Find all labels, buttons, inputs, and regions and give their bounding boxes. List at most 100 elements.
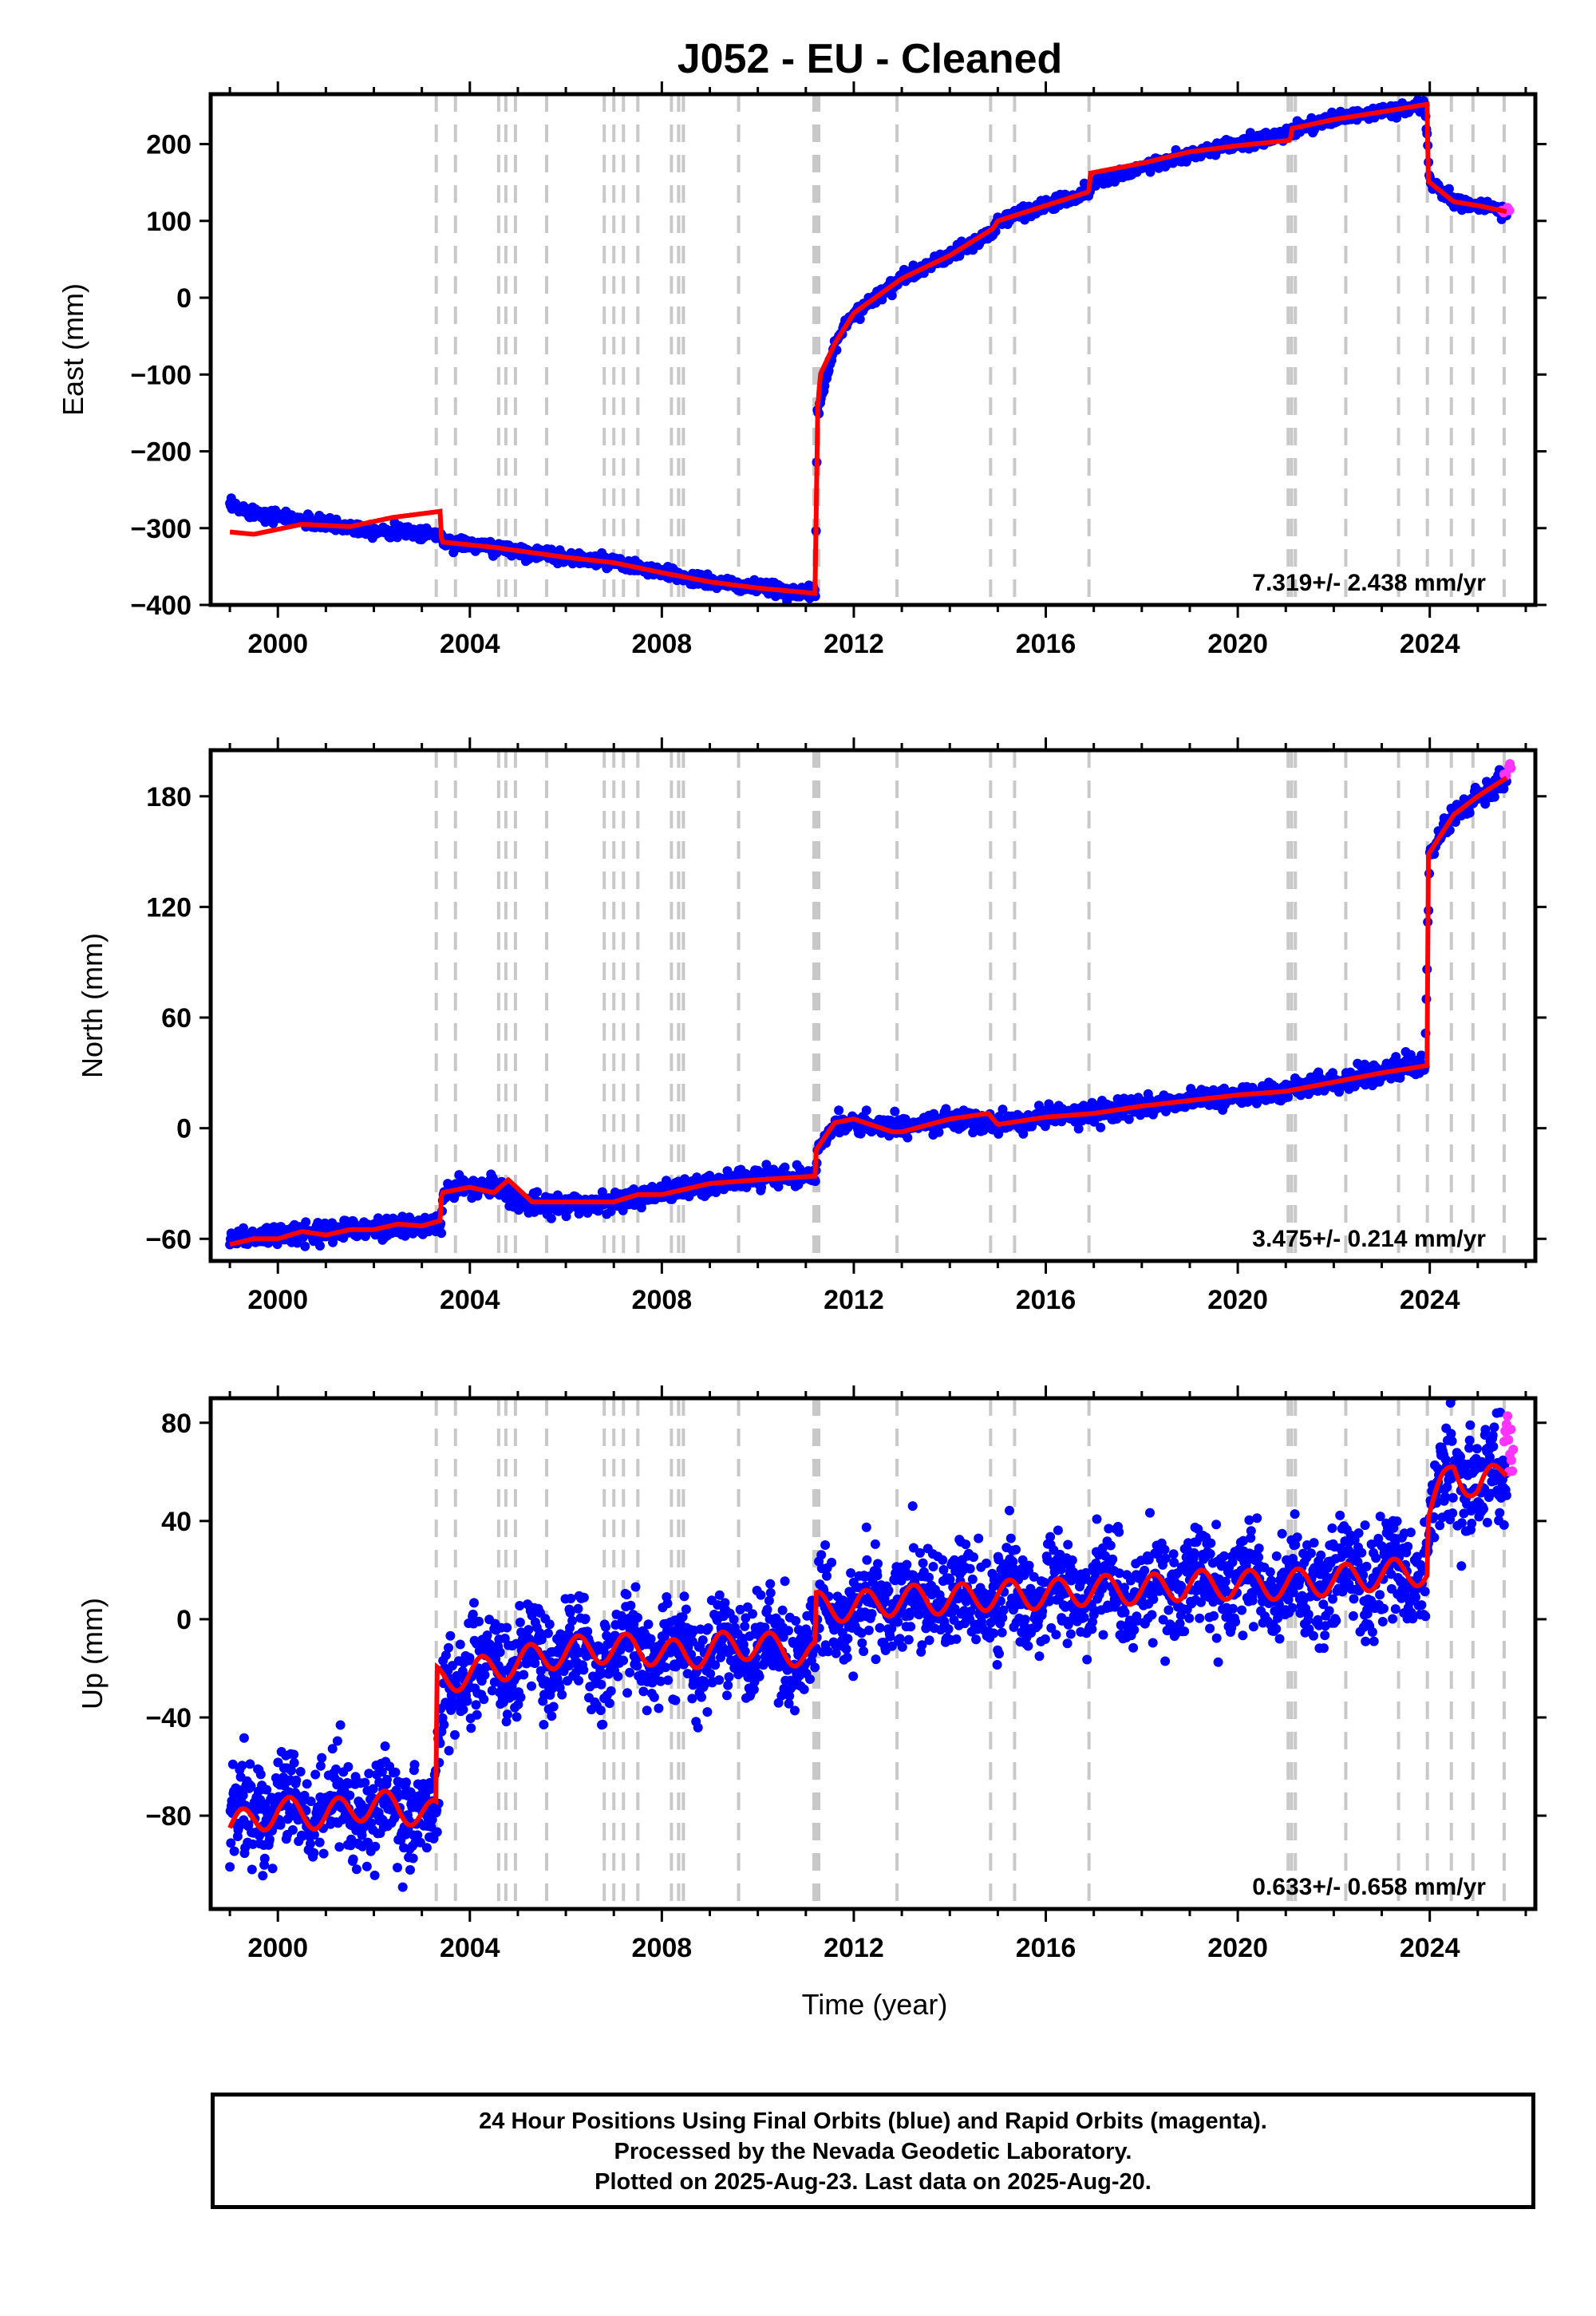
up-final-point [583,1626,593,1637]
east-x-tick-label: 2016 [1016,629,1077,659]
east-y-axis-label: East (mm) [57,283,89,416]
north-final-point [998,1105,1008,1115]
up-final-point [314,1837,325,1848]
up-final-point [259,1853,270,1863]
up-final-point [765,1587,776,1598]
north-final-point [941,1104,951,1114]
up-final-point [604,1698,614,1709]
up-final-point [764,1595,774,1606]
up-final-point [679,1591,689,1602]
up-final-point [472,1709,482,1720]
up-final-point [663,1675,674,1686]
up-final-point [482,1630,492,1640]
east-final-point [855,314,865,324]
up-final-point [543,1628,553,1638]
up-final-point [462,1696,472,1706]
up-final-point [440,1650,451,1661]
up-final-point [397,1882,408,1892]
up-final-point [480,1670,490,1680]
up-final-point [302,1779,312,1789]
up-final-point [327,1744,338,1754]
up-final-point [315,1761,326,1771]
up-final-point [374,1777,385,1788]
up-final-point [742,1602,753,1612]
up-final-point [516,1692,526,1702]
up-final-point [749,1685,759,1694]
up-final-point [293,1815,303,1825]
north-event-lines [434,750,1506,1261]
east-rapid-point [1504,205,1515,215]
north-final-point [890,1106,900,1117]
north-model-line [229,776,1508,1247]
up-final-point [661,1662,671,1673]
up-final-point [601,1622,610,1632]
up-final-point [229,1846,239,1856]
up-final-point [703,1623,713,1633]
north-y-axis-label: North (mm) [76,933,109,1078]
up-final-point [468,1609,478,1619]
up-final-point [760,1622,770,1633]
north-rapid-points [1499,759,1516,781]
up-final-point [662,1599,673,1609]
east-final-points [225,95,1511,605]
north-x-tick-label: 2008 [632,1285,693,1315]
up-final-point [464,1653,475,1663]
east-y-tick-label: −100 [130,360,192,390]
north-final-point [1499,784,1509,794]
up-final-point [245,1759,255,1769]
up-final-point [351,1864,361,1875]
east-final-point [887,290,897,301]
up-final-point [622,1688,633,1698]
up-final-point [633,1613,642,1622]
up-final-point [624,1642,634,1653]
up-final-point [343,1761,354,1772]
east-y-tick-label: −300 [130,514,192,544]
up-final-point [740,1646,750,1657]
up-final-point [643,1619,654,1630]
north-final-point [780,1162,790,1172]
up-final-point [754,1671,764,1682]
up-final-point [735,1604,745,1614]
up-final-point [458,1705,468,1715]
page-title: J052 - EU - Cleaned [677,36,1063,82]
up-final-point [547,1711,557,1721]
up-final-point [489,1677,500,1687]
up-final-point [445,1630,456,1641]
up-final-point [309,1830,319,1840]
east-model-line [229,101,1507,596]
up-final-point [455,1639,465,1650]
up-final-point [654,1703,664,1713]
north-final-point [1416,1050,1427,1061]
up-final-point [471,1700,481,1710]
up-final-point [574,1675,584,1686]
up-final-point [729,1614,739,1625]
up-final-point [626,1600,636,1611]
north-final-point [1208,1085,1219,1095]
up-final-point [246,1781,256,1792]
east-y-tick-label: 200 [146,130,192,160]
up-final-point [348,1854,358,1864]
up-final-point [415,1837,425,1848]
up-final-point [722,1690,732,1701]
up-final-point [289,1749,299,1760]
up-final-point [632,1661,642,1671]
up-final-point [740,1621,750,1631]
up-final-point [602,1630,612,1641]
north-x-tick-label: 2000 [247,1285,308,1315]
north-final-point [757,1182,767,1192]
east-event-lines [434,94,1506,605]
up-final-point [649,1692,659,1702]
north-final-point [597,1187,607,1197]
up-final-point [432,1827,442,1837]
up-final-point [425,1784,436,1794]
up-final-point [622,1590,632,1600]
up-final-point [602,1639,613,1650]
up-final-point [226,1838,236,1848]
up-final-point [295,1767,306,1777]
up-final-point [515,1601,525,1611]
up-final-point [255,1831,264,1841]
up-final-point [345,1790,355,1800]
up-final-point [598,1719,608,1729]
